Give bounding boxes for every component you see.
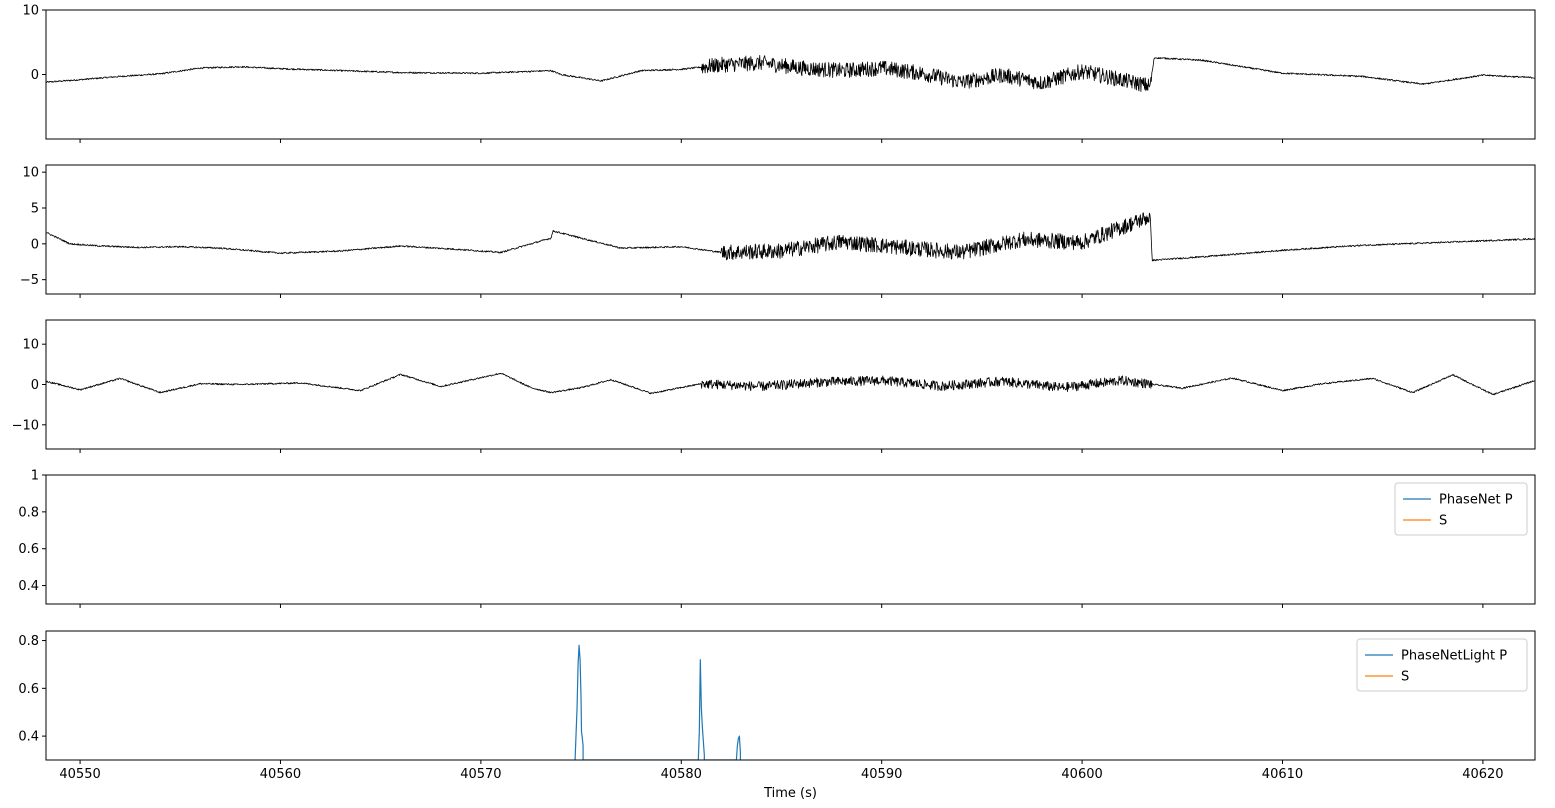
series-group [46, 372, 1535, 396]
series-line-phasenetlight-p [574, 644, 742, 760]
panel-5: 0.4 0.6 0.8 40550 40560 40570 40580 40590 40600 4… [18, 630, 1536, 782]
y-tick-label: 0.4 [18, 579, 39, 594]
legend-entry: S [1439, 514, 1447, 529]
legend-entry: S [1401, 670, 1409, 685]
y-tick-label: 0.4 [18, 730, 39, 745]
y-tick-label: −5 [20, 273, 39, 288]
series-line-trace [46, 55, 1535, 92]
panel-3: −10 0 10 [12, 319, 1536, 453]
y-tick-label: 0.8 [18, 505, 39, 520]
x-tick-label: 40570 [460, 767, 501, 782]
series-group [574, 644, 742, 760]
legend-entry: PhaseNetLight P [1401, 649, 1507, 664]
panel-1: 0 10 [22, 4, 1536, 143]
axes-frame [45, 164, 1536, 295]
y-tick-label: 5 [31, 202, 39, 217]
series-group [46, 55, 1535, 92]
x-tick-label: 40550 [59, 767, 100, 782]
x-tick-label: 40610 [1262, 767, 1303, 782]
axes-frame [45, 474, 1536, 605]
y-tick-label: 10 [22, 338, 39, 353]
x-tick-label: 40620 [1462, 767, 1503, 782]
y-tick-label: 0 [31, 378, 39, 393]
y-tick-label: −10 [12, 418, 39, 433]
y-tick-label: 10 [22, 4, 39, 19]
axes-frame [45, 630, 1536, 761]
legend-box [1356, 638, 1528, 692]
x-tick-label: 40560 [260, 767, 301, 782]
panel-4: 0.4 0.6 0.8 1 PhaseNet P S [18, 469, 1536, 608]
y-tick-label: 0 [31, 68, 39, 83]
series-line-trace [46, 212, 1535, 262]
y-tick-label: 1 [31, 469, 39, 484]
legend: PhaseNetLight P S [1356, 638, 1528, 692]
y-tick-label: 10 [22, 166, 39, 181]
x-tick-label: 40600 [1061, 767, 1102, 782]
y-tick-label: 0.8 [18, 634, 39, 649]
y-tick-label: 0 [31, 237, 39, 252]
series-line-trace [46, 372, 1535, 396]
panel-2: −5 0 5 10 [20, 164, 1536, 298]
x-tick-label: 40590 [861, 767, 902, 782]
x-tick-label: 40580 [661, 767, 702, 782]
legend-box [1394, 482, 1528, 536]
series-group [46, 212, 1535, 262]
x-axis-label: Time (s) [763, 786, 817, 801]
y-tick-label: 0.6 [18, 682, 39, 697]
y-tick-label: 0.6 [18, 542, 39, 557]
legend-entry: PhaseNet P [1439, 493, 1513, 508]
legend: PhaseNet P S [1394, 482, 1528, 536]
